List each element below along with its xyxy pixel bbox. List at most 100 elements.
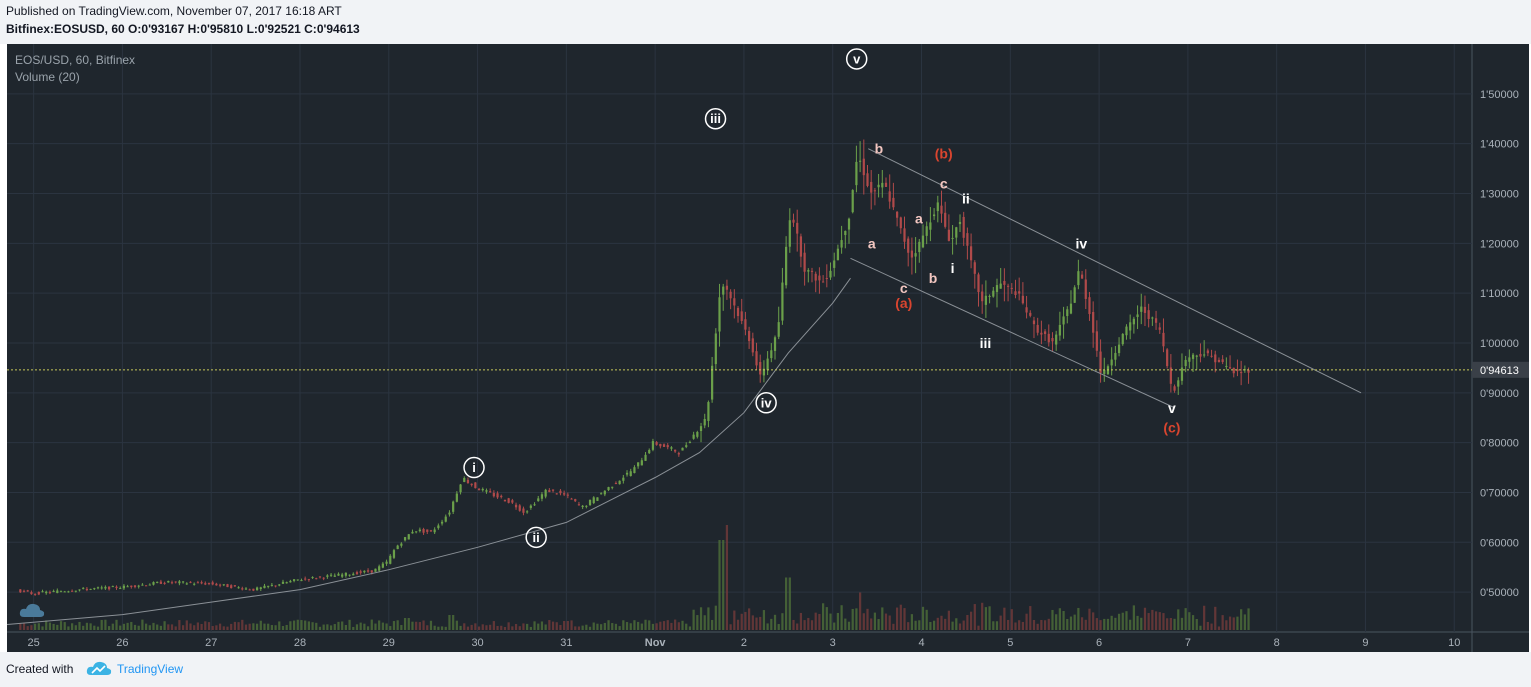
volume-bar: [962, 620, 965, 630]
volume-bar: [193, 625, 196, 630]
volume-bar: [333, 624, 336, 630]
volume-bar: [814, 612, 817, 630]
wave-label: v: [1168, 400, 1176, 416]
created-with-text: Created with: [6, 662, 74, 676]
candle-body: [300, 580, 303, 582]
volume-bar: [840, 605, 843, 630]
volume-bar: [992, 621, 995, 630]
candle-body: [895, 211, 899, 218]
volume-bar: [400, 625, 403, 630]
candle-body: [1062, 316, 1065, 325]
candle-body: [433, 529, 436, 533]
candle-body: [170, 582, 174, 584]
volume-bar: [1169, 618, 1172, 630]
volume-bar: [1117, 613, 1121, 630]
candle-body: [603, 490, 606, 495]
volume-bar: [955, 618, 958, 630]
volume-bar: [544, 624, 547, 630]
volume-bar: [270, 625, 273, 630]
volume-bar: [344, 624, 347, 630]
wave-label-circle: [845, 48, 868, 70]
x-tick-label: 7: [1185, 637, 1191, 649]
candle-body: [936, 202, 939, 212]
volume-bar: [263, 623, 266, 630]
wave-label: c: [900, 280, 908, 296]
volume-bar: [755, 617, 758, 630]
wave-label: b: [929, 270, 938, 286]
volume-bar: [378, 620, 381, 630]
candle-body: [470, 483, 473, 486]
volume-bar: [1173, 618, 1176, 630]
volume-bar: [381, 622, 384, 630]
candle-body: [415, 531, 418, 533]
volume-bar: [285, 624, 288, 630]
volume-bar: [318, 626, 322, 630]
candle-body: [574, 499, 577, 502]
volume-bar: [322, 624, 325, 630]
volume-bar: [230, 623, 233, 630]
candle-body: [200, 582, 203, 584]
candle-body: [59, 591, 63, 593]
wave-label: iii: [710, 111, 721, 126]
candle-body: [1203, 354, 1206, 356]
candle-body: [984, 295, 987, 305]
volume-bar: [581, 625, 584, 630]
volume-bar: [888, 615, 891, 630]
tradingview-brand-link[interactable]: TradingView: [117, 662, 184, 676]
trendline[interactable]: [850, 257, 1175, 409]
volume-bar: [1043, 620, 1047, 630]
candle-body: [1021, 295, 1024, 304]
x-tick-label: 4: [918, 637, 924, 649]
candle-body: [977, 274, 980, 293]
volume-bar: [1110, 615, 1113, 630]
candle-body: [189, 581, 192, 583]
candle-body: [163, 582, 166, 584]
candle-body: [1132, 318, 1135, 325]
candle-body: [411, 531, 414, 534]
volume-bar: [1191, 615, 1195, 630]
candle-body: [1103, 370, 1106, 374]
volume-bar: [507, 622, 510, 630]
volume-bar: [207, 622, 211, 630]
volume-bar: [226, 626, 229, 630]
candle-body: [82, 587, 85, 589]
volume-bar: [437, 626, 440, 630]
volume-bar: [426, 625, 429, 630]
volume-bar: [1199, 625, 1202, 630]
candle-body: [466, 479, 470, 484]
candle-body: [511, 500, 514, 503]
price-chart[interactable]: 1'50000 1'40000 1'30000 1'20000 1'10000 1'000…: [0, 0, 1531, 652]
volume-bar: [540, 621, 544, 630]
volume-bar: [685, 623, 688, 630]
trendline[interactable]: [868, 148, 1362, 394]
volume-bar: [296, 619, 299, 630]
volume-bar: [452, 615, 455, 630]
volume-bar: [629, 623, 632, 630]
volume-bar: [41, 626, 44, 630]
volume-bar: [711, 619, 714, 630]
volume-bar: [326, 624, 329, 630]
watermark-cloud-icon: [19, 603, 45, 617]
volume-bar: [618, 626, 621, 630]
wave-label: b: [875, 141, 884, 157]
volume-bar: [19, 623, 22, 630]
volume-bar: [966, 615, 969, 630]
volume-bar: [374, 623, 377, 630]
candle-body: [318, 576, 322, 578]
volume-bar: [1003, 607, 1006, 630]
candle-body: [522, 508, 525, 513]
volume-bar: [26, 626, 29, 630]
volume-bar: [315, 622, 318, 630]
volume-bar: [1203, 605, 1206, 630]
candle-body: [222, 584, 225, 586]
candle-body: [230, 585, 233, 589]
volume-bar: [1158, 612, 1161, 630]
volume-bar: [932, 620, 936, 630]
x-tick-label: 28: [294, 637, 306, 649]
volume-bar: [851, 608, 854, 630]
volume-bar: [903, 608, 906, 630]
candle-body: [389, 555, 392, 564]
volume-bar: [304, 620, 307, 630]
volume-bar: [144, 623, 148, 630]
volume-bar: [526, 623, 529, 630]
